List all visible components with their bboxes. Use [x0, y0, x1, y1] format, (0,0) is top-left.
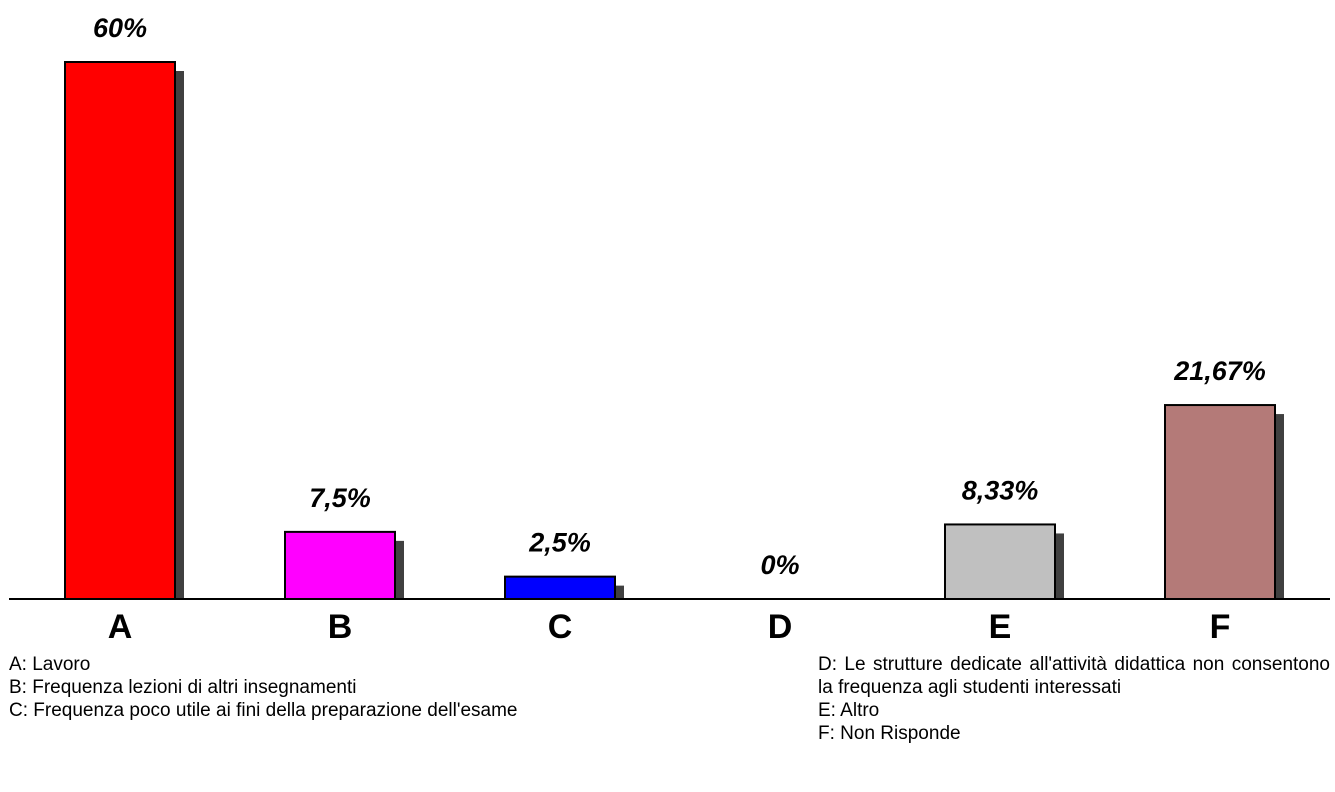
category-label-d: D: [768, 608, 793, 640]
bar-chart: 60% A 7,5% B 2,5% C 0% D 8,33% E 21,67% F: [9, 13, 1330, 640]
category-label-f: F: [1210, 608, 1231, 640]
category-label-b: B: [328, 608, 353, 640]
category-label-e: E: [989, 608, 1012, 640]
category-label-a: A: [108, 608, 133, 640]
legend-item-f: F: Non Risponde: [818, 723, 961, 744]
legend-item-c: C: Frequenza poco utile ai fini della pr…: [9, 700, 518, 721]
value-label-c: 2,5%: [528, 528, 591, 558]
value-label-e: 8,33%: [962, 475, 1039, 505]
legend-left: A: Lavoro B: Frequenza lezioni di altri …: [9, 653, 709, 722]
bar-c: [504, 575, 616, 600]
value-label-f: 21,67%: [1173, 356, 1266, 386]
value-label-d: 0%: [760, 550, 799, 580]
bar-f: [1164, 404, 1276, 600]
value-label-b: 7,5%: [309, 483, 371, 513]
value-label-a: 60%: [93, 13, 147, 43]
legend-right: D: Le strutture dedicate all'attività di…: [818, 653, 1330, 745]
legend-item-d: D: Le strutture dedicate all'attività di…: [818, 654, 1330, 698]
legend-item-b: B: Frequenza lezioni di altri insegnamen…: [9, 677, 357, 698]
legend-item-e: E: Altro: [818, 700, 880, 721]
bar-e: [944, 523, 1056, 600]
legend-item-a: A: Lavoro: [9, 654, 91, 675]
category-label-c: C: [548, 608, 573, 640]
bar-a: [64, 61, 176, 600]
bar-b: [284, 530, 396, 600]
